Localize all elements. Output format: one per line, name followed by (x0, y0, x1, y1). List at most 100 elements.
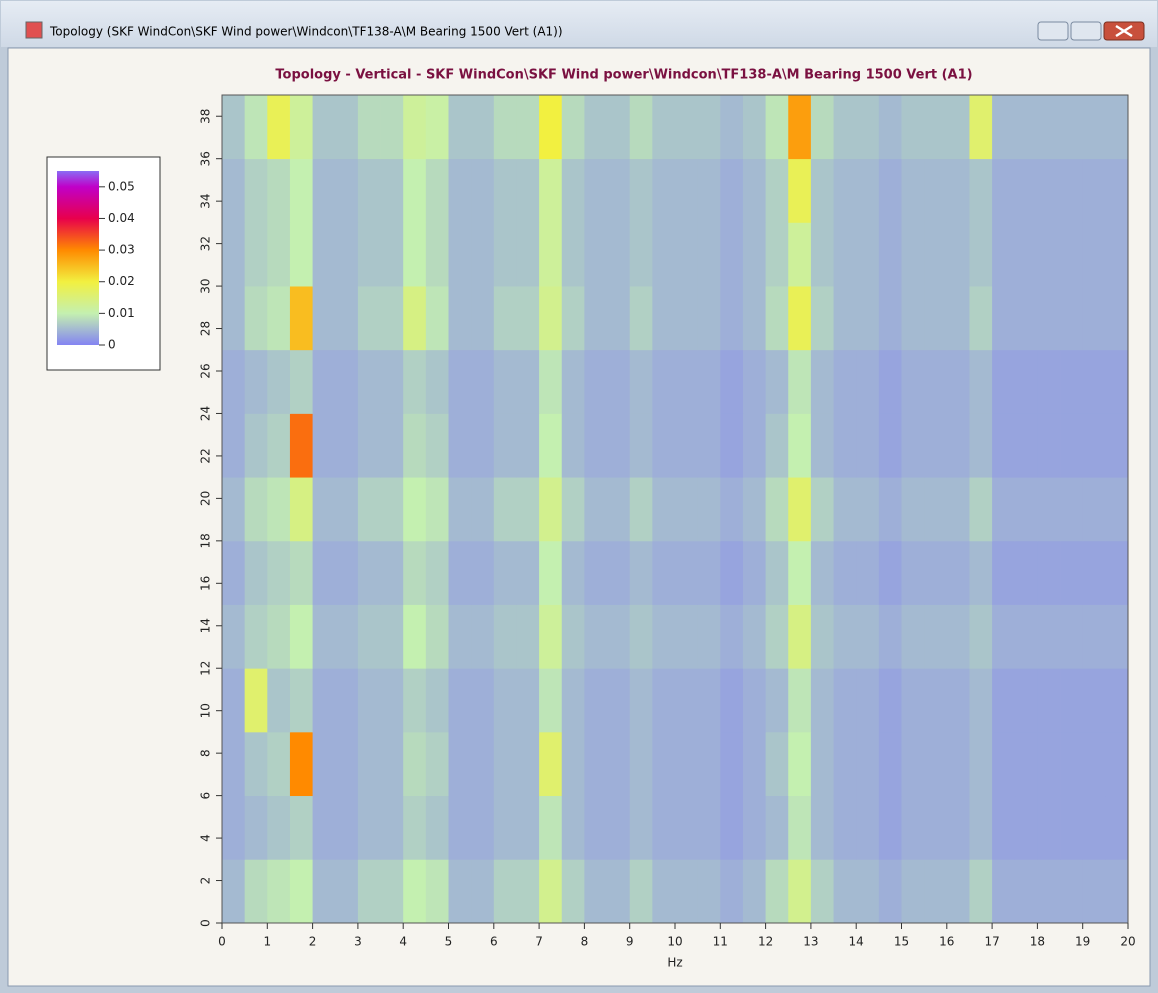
heat-cell (856, 158, 880, 223)
heat-cell (267, 158, 291, 223)
heat-cell (335, 604, 359, 669)
heat-cell (720, 413, 744, 478)
heat-cell (924, 158, 948, 223)
heat-cell (969, 95, 993, 160)
heat-cell (403, 477, 427, 542)
heat-cell (425, 604, 449, 669)
heat-cell (516, 477, 540, 542)
heat-cell (380, 158, 404, 223)
heat-cell (1014, 604, 1038, 669)
heat-cell (720, 859, 744, 924)
heat-cell (992, 349, 1016, 414)
heat-cell (403, 349, 427, 414)
heat-cell (471, 731, 495, 797)
heat-cell (403, 413, 427, 478)
y-tick-label: 14 (199, 618, 213, 633)
heat-cell (765, 349, 789, 414)
heat-cell (992, 859, 1016, 924)
heat-cell (1037, 349, 1061, 414)
heat-cell (992, 95, 1016, 160)
colorbar-tick-label: 0.02 (108, 274, 135, 288)
x-tick-label: 20 (1120, 935, 1135, 949)
heat-cell (810, 95, 834, 160)
heat-cell (969, 604, 993, 669)
maximize-button[interactable] (1070, 21, 1102, 41)
heat-cell (720, 95, 744, 160)
heat-cell (1105, 731, 1129, 797)
colorbar-tick-label: 0.05 (108, 179, 135, 193)
heat-cell (403, 668, 427, 733)
heat-cell (1014, 222, 1038, 287)
heat-cell (584, 158, 608, 223)
heat-cell (675, 859, 699, 924)
heat-cell (629, 158, 653, 223)
heat-cell (357, 668, 381, 733)
heat-cell (1014, 859, 1038, 924)
heat-cell (1060, 540, 1084, 605)
heat-cell (924, 795, 948, 860)
heat-cell (1014, 286, 1038, 351)
heat-cell (856, 540, 880, 605)
heat-cell (471, 349, 495, 414)
heat-cell (584, 668, 608, 733)
heat-cell (992, 477, 1016, 542)
heat-cell (607, 222, 631, 287)
heat-cell (1105, 286, 1129, 351)
heat-cell (924, 477, 948, 542)
heat-cell (652, 795, 676, 860)
heat-cell (742, 413, 766, 478)
heat-cell (380, 95, 404, 160)
x-tick-label: 18 (1030, 935, 1045, 949)
heat-cell (493, 668, 517, 733)
heat-cell (924, 859, 948, 924)
heat-cell (675, 413, 699, 478)
heat-cell (244, 859, 268, 924)
heat-cell (357, 604, 381, 669)
heat-cell (607, 540, 631, 605)
heat-cell (697, 222, 721, 287)
heat-cell (788, 604, 812, 669)
y-tick-label: 38 (199, 109, 213, 124)
heat-cell (539, 540, 563, 605)
heat-cell (357, 158, 381, 223)
heat-cell (901, 604, 925, 669)
heat-cell (1060, 477, 1084, 542)
heat-cell (516, 222, 540, 287)
heat-cell (1082, 540, 1106, 605)
heat-cell (289, 859, 313, 924)
heat-cell (493, 286, 517, 351)
heat-cell (856, 477, 880, 542)
x-tick-label: 9 (626, 935, 634, 949)
heat-cell (675, 95, 699, 160)
y-tick-label: 28 (199, 321, 213, 336)
heat-cell (697, 158, 721, 223)
heat-cell (946, 222, 970, 287)
heat-cell (924, 286, 948, 351)
heat-cell (425, 668, 449, 733)
heat-cell (448, 731, 472, 797)
heat-cell (1105, 795, 1129, 860)
heat-cell (1082, 95, 1106, 160)
heat-cell (289, 222, 313, 287)
heat-cell (471, 477, 495, 542)
heat-cell (448, 349, 472, 414)
x-tick-label: 12 (758, 935, 773, 949)
heat-cell (901, 413, 925, 478)
heat-cell (878, 349, 902, 414)
heat-cell (901, 158, 925, 223)
heat-cell (493, 95, 517, 160)
heat-cell (878, 668, 902, 733)
heat-cell (833, 95, 857, 160)
heat-cell (1105, 158, 1129, 223)
heat-cell (516, 349, 540, 414)
heat-cell (1105, 349, 1129, 414)
heat-cell (946, 795, 970, 860)
minimize-button[interactable] (1037, 21, 1069, 41)
heat-cell (267, 95, 291, 160)
x-tick-label: 6 (490, 935, 498, 949)
title-bar (1, 1, 1157, 47)
heat-cell (516, 286, 540, 351)
heat-cell (222, 477, 246, 542)
heat-cell (788, 668, 812, 733)
y-tick-label: 36 (199, 151, 213, 166)
